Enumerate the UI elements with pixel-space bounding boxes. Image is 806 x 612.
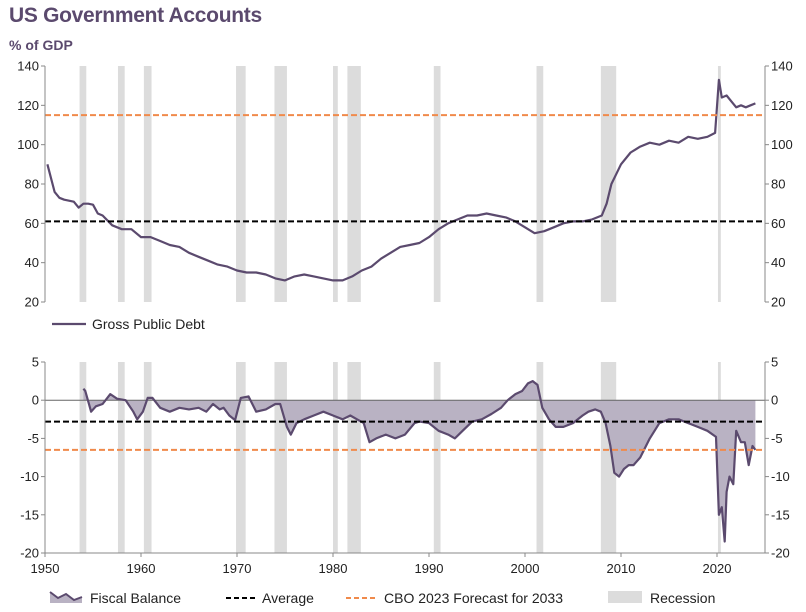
x-tick-label: 1990	[415, 561, 444, 576]
recession-band	[333, 66, 338, 302]
y-tick-label-right: -20	[771, 546, 790, 561]
recession-band	[600, 66, 617, 302]
recession-band	[143, 362, 152, 553]
y-tick-label-right: 60	[771, 216, 785, 231]
page-title: US Government Accounts	[9, 4, 262, 27]
y-tick-label-left: 0	[32, 393, 39, 408]
y-tick-label-left: -15	[20, 507, 39, 522]
y-tick-label-left: 80	[25, 177, 39, 192]
y-tick-label-left: 5	[32, 355, 39, 370]
x-tick-label: 2020	[703, 561, 732, 576]
recession-band	[143, 66, 152, 302]
y-tick-label-right: 100	[771, 137, 793, 152]
recession-band	[117, 362, 125, 553]
y-tick-label-right: 120	[771, 98, 793, 113]
recession-band	[79, 362, 87, 553]
y-tick-label-left: -10	[20, 469, 39, 484]
gross-public-debt-line	[46, 78, 756, 282]
recession-band	[433, 66, 441, 302]
legend-cbo-label: CBO 2023 Forecast for 2033	[384, 590, 563, 606]
panel-top: 20 20 40 40 60 60 80 80 100 100 120 120 140 140	[17, 59, 792, 310]
y-tick-label-right: 20	[771, 295, 785, 310]
recession-band	[536, 66, 544, 302]
recession-band	[717, 66, 721, 302]
y-tick-label-right: -10	[771, 469, 790, 484]
legend-top: Gross Public Debt	[52, 316, 205, 332]
recession-band	[433, 362, 441, 553]
recession-band	[274, 362, 287, 553]
x-tick-label: 1960	[127, 561, 156, 576]
y-tick-label-right: 0	[771, 393, 778, 408]
y-tick-label-left: -20	[20, 546, 39, 561]
legend-balance-line	[49, 591, 83, 602]
y-tick-label-left: 20	[25, 295, 39, 310]
recession-band	[333, 362, 338, 553]
y-tick-label-left: 100	[17, 137, 39, 152]
legend-debt-label: Gross Public Debt	[92, 316, 205, 332]
recession-band	[79, 66, 87, 302]
legend-recession-swatch	[608, 591, 642, 603]
legend-average-label: Average	[262, 590, 314, 606]
recession-band	[236, 362, 246, 553]
fiscal-balance-line	[82, 380, 757, 543]
y-tick-label-right: -5	[771, 431, 783, 446]
legend-balance-label: Fiscal Balance	[90, 590, 181, 606]
recession-band	[347, 362, 361, 553]
y-tick-label-right: 5	[771, 355, 778, 370]
recession-band	[274, 66, 287, 302]
y-tick-label-right: -15	[771, 507, 790, 522]
x-tick-label: 2000	[511, 561, 540, 576]
y-tick-label-right: 80	[771, 177, 785, 192]
x-tick-label: 1950	[31, 561, 60, 576]
y-tick-label-right: 140	[771, 59, 793, 74]
y-tick-label-right: 40	[771, 255, 785, 270]
recession-band	[536, 362, 544, 553]
legend-recession-label: Recession	[650, 590, 715, 606]
x-tick-label: 2010	[607, 561, 636, 576]
page-subtitle: % of GDP	[9, 37, 73, 53]
y-tick-label-left: 40	[25, 255, 39, 270]
legend-bottom: Fiscal Balance Average CBO 2023 Forecast…	[49, 590, 715, 606]
x-tick-label: 1980	[319, 561, 348, 576]
balance-area	[83, 381, 756, 542]
y-tick-label-left: -5	[27, 431, 39, 446]
x-tick-label: 1970	[223, 561, 252, 576]
y-tick-label-left: 60	[25, 216, 39, 231]
y-tick-label-left: 140	[17, 59, 39, 74]
panel-bottom: -20 -20 -15 -15 -10 -10 -5 -5 0 0 5 5 1950 1960 1970 19…	[20, 355, 790, 577]
recession-band	[347, 66, 361, 302]
y-tick-label-left: 120	[17, 98, 39, 113]
recession-band	[236, 66, 246, 302]
recession-band	[117, 66, 125, 302]
